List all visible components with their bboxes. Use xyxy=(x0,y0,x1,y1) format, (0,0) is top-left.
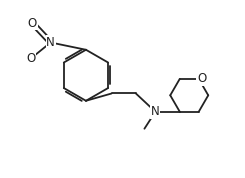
Text: O: O xyxy=(26,52,36,65)
Text: N: N xyxy=(151,105,160,118)
Text: O: O xyxy=(197,72,206,85)
Text: O: O xyxy=(28,17,37,30)
Text: N: N xyxy=(46,36,55,49)
